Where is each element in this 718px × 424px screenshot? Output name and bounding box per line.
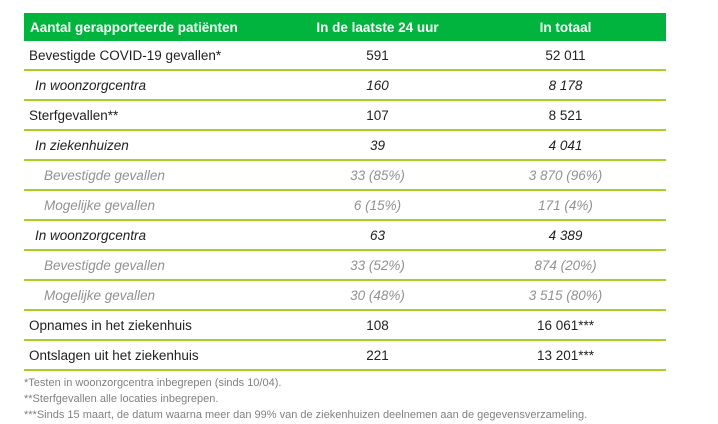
row-label: In woonzorgcentra <box>35 77 147 93</box>
table-row: In woonzorgcentra 63 4 389 <box>24 221 666 251</box>
table-row: In woonzorgcentra 160 8 178 <box>24 71 666 101</box>
row-label: Sterfgevallen** <box>29 107 119 123</box>
table-header-row: Aantal gerapporteerde patiënten In de la… <box>24 13 666 41</box>
footnotes: *Testen in woonzorgcentra inbegrepen (si… <box>24 375 718 423</box>
footnote-line: *Testen in woonzorgcentra inbegrepen (si… <box>24 377 282 389</box>
row-total: 4 389 <box>548 227 583 243</box>
row-last24h: 160 <box>366 77 389 93</box>
row-label: In ziekenhuizen <box>35 137 129 153</box>
row-total: 8 521 <box>548 107 583 123</box>
row-label: Bevestigde COVID-19 gevallen* <box>29 47 222 63</box>
row-total: 3 870 (96%) <box>528 167 603 183</box>
row-total: 3 515 (80%) <box>528 287 603 303</box>
table-row: Bevestigde gevallen 33 (52%) 874 (20%) <box>24 251 666 281</box>
row-last24h: 108 <box>366 317 389 333</box>
table-row: Opnames in het ziekenhuis 108 16 061*** <box>24 311 666 341</box>
header-cell-last24h: In de laatste 24 uur <box>316 19 439 35</box>
row-total: 13 201*** <box>536 347 595 363</box>
row-total: 8 178 <box>548 77 583 93</box>
row-total: 874 (20%) <box>534 257 597 273</box>
row-last24h: 591 <box>366 47 389 63</box>
row-last24h: 33 (85%) <box>350 167 405 183</box>
row-label: Opnames in het ziekenhuis <box>29 317 192 333</box>
table-row: Ontslagen uit het ziekenhuis 221 13 201*… <box>24 341 666 371</box>
footnote-line: **Sterfgevallen alle locaties inbegrepen… <box>24 393 219 405</box>
row-last24h: 221 <box>366 347 389 363</box>
table-row: In ziekenhuizen 39 4 041 <box>24 131 666 161</box>
row-last24h: 6 (15%) <box>353 197 402 213</box>
row-label: Mogelijke gevallen <box>44 287 156 303</box>
row-label: Bevestigde gevallen <box>44 257 165 273</box>
table-row: Mogelijke gevallen 30 (48%) 3 515 (80%) <box>24 281 666 311</box>
table-row: Sterfgevallen** 107 8 521 <box>24 101 666 131</box>
row-label: Bevestigde gevallen <box>44 167 165 183</box>
header-cell-label: Aantal gerapporteerde patiënten <box>30 19 238 35</box>
row-total: 171 (4%) <box>538 197 593 213</box>
row-last24h: 30 (48%) <box>350 287 405 303</box>
row-last24h: 63 <box>369 227 386 243</box>
row-last24h: 33 (52%) <box>350 257 405 273</box>
table-row: Bevestigde COVID-19 gevallen* 591 52 011 <box>24 41 666 71</box>
table-body: Bevestigde COVID-19 gevallen* 591 52 011… <box>24 41 666 371</box>
row-total: 52 011 <box>545 47 586 63</box>
row-label: In woonzorgcentra <box>35 227 147 243</box>
header-cell-total: In totaal <box>539 19 592 35</box>
row-total: 16 061*** <box>536 317 595 333</box>
footnote-line: ***Sinds 15 maart, de datum waarna meer … <box>24 409 588 421</box>
table-row: Mogelijke gevallen 6 (15%) 171 (4%) <box>24 191 666 221</box>
table-row: Bevestigde gevallen 33 (85%) 3 870 (96%) <box>24 161 666 191</box>
patients-table: Aantal gerapporteerde patiënten In de la… <box>24 13 666 371</box>
row-last24h: 39 <box>369 137 386 153</box>
row-total: 4 041 <box>548 137 583 153</box>
row-label: Ontslagen uit het ziekenhuis <box>29 347 199 363</box>
row-last24h: 107 <box>366 107 389 123</box>
row-label: Mogelijke gevallen <box>44 197 156 213</box>
